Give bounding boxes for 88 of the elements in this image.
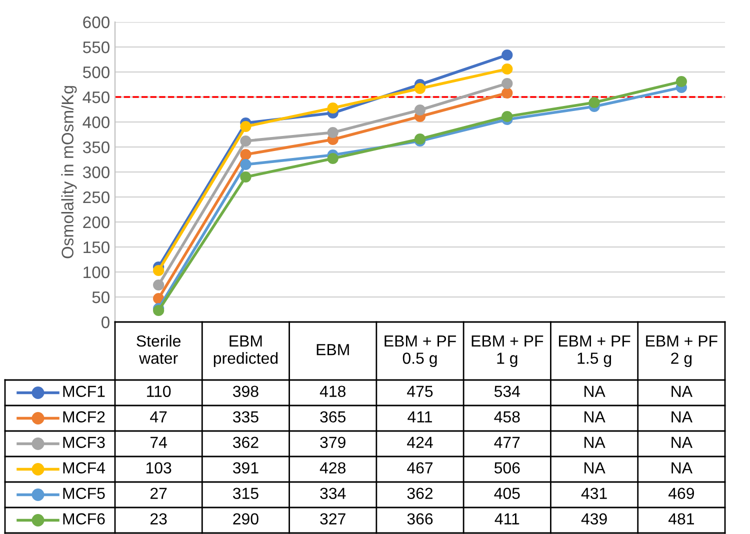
data-label: 411 — [408, 411, 432, 422]
x-tick-label: EBM predicted — [214, 336, 278, 368]
point — [414, 104, 426, 116]
data-label: 362 — [407, 488, 433, 500]
data-label: 103 — [146, 462, 172, 474]
data-label: 431 — [581, 488, 607, 500]
text: NA — [584, 462, 606, 474]
x-tick-label: Sterile water — [136, 334, 180, 364]
text: NA — [672, 462, 692, 474]
point — [502, 78, 513, 90]
y-tick-label: 300 — [82, 166, 110, 178]
y-tick-label: 50 — [92, 291, 110, 304]
point — [502, 110, 513, 122]
data-label: 47 — [150, 411, 167, 422]
data-label: 391 — [233, 462, 258, 474]
data-label: 411 — [494, 513, 520, 524]
point — [240, 135, 252, 147]
point — [502, 63, 513, 75]
data-label: 398 — [233, 386, 258, 398]
legend-label: MCF6 — [63, 513, 105, 525]
legend-label: MCF5 — [63, 488, 105, 500]
y-tick-label: 600 — [83, 16, 110, 28]
data-label: 379 — [320, 436, 346, 448]
data-label: 534 — [494, 386, 520, 398]
data-label: 481 — [668, 513, 694, 525]
y-tick-label: 350 — [82, 141, 110, 154]
data-label: 458 — [494, 411, 520, 423]
point — [240, 171, 252, 183]
data-label: 469 — [668, 488, 694, 500]
data-label: 315 — [233, 488, 258, 500]
data-label: 335 — [233, 411, 258, 423]
y-tick-label: 500 — [83, 66, 110, 78]
point — [502, 87, 513, 99]
point — [240, 148, 252, 160]
data-label: 506 — [494, 462, 520, 474]
y-tick-label: 200 — [83, 216, 110, 228]
point — [502, 49, 513, 61]
point — [327, 152, 338, 164]
data-label: 366 — [407, 513, 433, 525]
y-tick-label: 450 — [82, 91, 110, 104]
point — [327, 102, 338, 114]
data-label: 362 — [233, 436, 258, 448]
legend-label: MCF3 — [63, 436, 105, 448]
text: NA — [584, 411, 606, 422]
y-tick-label: 250 — [83, 191, 110, 204]
data-label: 418 — [320, 386, 346, 398]
text: NA — [672, 436, 692, 448]
legend-label: MCF4 — [63, 462, 106, 474]
data-label: 290 — [233, 513, 258, 525]
text: NA — [584, 436, 606, 448]
legend-label: MCF2 — [63, 411, 105, 423]
text: NA — [584, 386, 606, 397]
point — [588, 96, 600, 108]
text: NA — [672, 386, 692, 397]
point — [327, 126, 338, 138]
y-tick-label: 550 — [83, 41, 110, 54]
y-tick-label: 0 — [102, 316, 110, 328]
legend-label: MCF1 — [63, 386, 105, 398]
y-axis-title: Osmolality in mOsm/Kg — [61, 86, 77, 258]
data-label: 405 — [494, 488, 520, 500]
x-tick-label: EBM + PF 1 g — [472, 336, 544, 368]
data-label: 110 — [147, 386, 171, 398]
x-tick-label: EBM + PF 2 g — [646, 336, 718, 368]
data-label: 477 — [494, 436, 520, 448]
x-tick-label: EBM — [316, 344, 349, 356]
data-label: 334 — [320, 488, 346, 500]
x-tick-label: EBM + PF 0.5 g — [384, 336, 456, 368]
data-label: 365 — [320, 411, 346, 423]
point — [414, 82, 426, 94]
point — [676, 76, 687, 88]
x-tick-label: EBM + PF 1.5 g — [558, 336, 630, 368]
point — [153, 264, 164, 276]
y-tick-label: 400 — [82, 116, 110, 128]
data-label: 327 — [320, 513, 346, 525]
data-label: 27 — [150, 488, 167, 499]
point — [153, 279, 164, 291]
data-label: 475 — [407, 386, 433, 398]
data-label: 424 — [407, 436, 433, 448]
y-tick-label: 100 — [84, 266, 110, 278]
data-label: 439 — [581, 513, 607, 525]
data-label: 23 — [150, 513, 167, 525]
data-label: 74 — [150, 436, 167, 448]
text: NA — [672, 411, 692, 422]
point — [240, 120, 252, 132]
point — [240, 158, 252, 170]
data-label: 428 — [320, 462, 346, 474]
y-tick-label: 150 — [84, 241, 110, 254]
data-label: 467 — [407, 462, 433, 474]
